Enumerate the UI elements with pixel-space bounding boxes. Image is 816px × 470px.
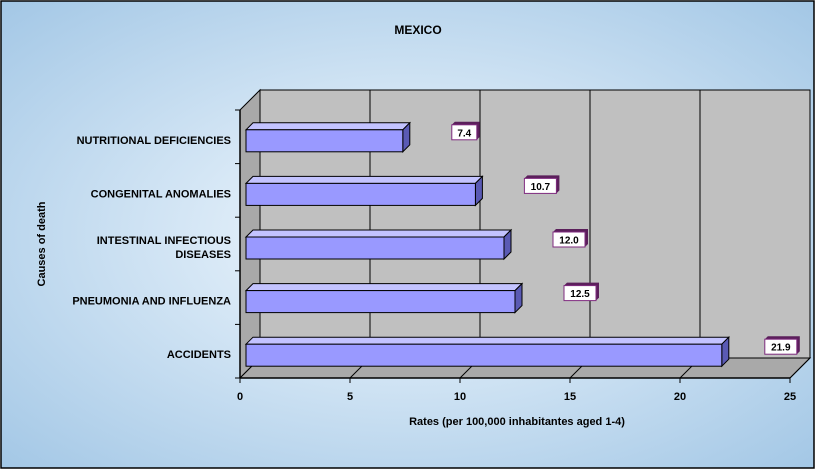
category-label: CONGENITAL ANOMALIES: [91, 188, 231, 200]
bar-top: [244, 229, 513, 238]
bar-front: [245, 182, 476, 206]
x-tick-labels: 0 5 10 15 20 25: [237, 391, 796, 403]
bar-front: [245, 236, 505, 260]
x-tick-label: 20: [674, 391, 686, 403]
bar-top: [244, 283, 524, 292]
chart-title: MEXICO: [394, 23, 441, 37]
bar: [244, 335, 731, 368]
x-tick-label: 0: [237, 391, 243, 403]
category-label: ACCIDENTS: [167, 349, 231, 361]
x-tick-label: 10: [454, 391, 466, 403]
bar-front: [245, 343, 723, 367]
x-tick-label: 15: [564, 391, 576, 403]
bar-front: [245, 290, 516, 314]
bar-front: [245, 129, 404, 153]
data-labels: 21.9 12.5 12.0 10.7 7.4: [451, 121, 800, 355]
bar: [244, 228, 513, 261]
data-label-text: 12.5: [570, 289, 590, 300]
gridline-floor: [789, 357, 811, 379]
data-label: 12.0: [552, 229, 588, 248]
data-label-box: [523, 177, 557, 194]
data-label-text: 7.4: [457, 128, 471, 139]
x-axis-title: Rates (per 100,000 inhabitantes aged 1-4…: [409, 416, 625, 428]
x-tick-label: 25: [784, 391, 796, 403]
category-label: PNEUMONIA AND INFLUENZA: [72, 296, 231, 308]
data-label-text: 12.0: [559, 236, 579, 247]
data-label-box: [563, 285, 597, 302]
data-label: 21.9: [764, 336, 800, 355]
axes: [235, 109, 791, 383]
bar-top: [244, 336, 731, 345]
y-axis-title: Causes of death: [36, 201, 48, 286]
data-label-text: 21.9: [771, 343, 791, 354]
category-label: NUTRITIONAL DEFICIENCIES: [77, 135, 231, 147]
bars: [244, 121, 731, 368]
data-label-box: [552, 231, 586, 248]
data-label-box: [764, 338, 798, 355]
bar-top: [244, 175, 484, 184]
data-label: 7.4: [451, 121, 480, 141]
data-label: 10.7: [523, 175, 560, 194]
data-label-box: [451, 124, 478, 141]
bar-top: [244, 122, 412, 131]
bar: [244, 175, 484, 207]
data-label-text: 10.7: [531, 182, 551, 193]
bar: [244, 282, 524, 314]
data-label: 12.5: [563, 282, 599, 302]
category-label: INTESTINAL INFECTIOUS DISEASES: [97, 235, 231, 261]
x-tick-label: 5: [347, 391, 353, 403]
bar: [244, 121, 412, 154]
category-labels: ACCIDENTS PNEUMONIA AND INFLUENZA INTESTIN…: [72, 135, 231, 361]
